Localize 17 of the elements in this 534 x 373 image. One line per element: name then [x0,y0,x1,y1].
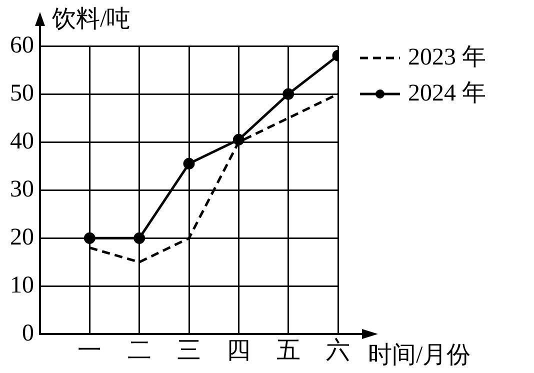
x-tick-label: 四 [226,338,251,364]
x-tick-label: 五 [276,338,300,364]
x-tick-label: 二 [127,338,152,364]
x-tick-label: 一 [78,338,102,364]
y-tick-label: 60 [10,32,34,58]
y-axis-title: 饮料/吨 [51,6,131,32]
legend-label: 2023 年 [408,44,486,70]
y-tick-label: 40 [10,128,34,154]
y-tick-label: 0 [22,320,34,346]
x-tick-label: 六 [326,336,350,364]
y-tick-label: 20 [10,224,34,250]
y-tick-label: 10 [10,272,34,298]
x-axis-title: 时间/月份 [368,342,471,368]
y-tick-label: 30 [10,176,34,202]
x-tick-label: 三 [177,338,201,364]
y-tick-label: 50 [10,80,34,106]
legend-label: 2024 年 [408,80,486,106]
